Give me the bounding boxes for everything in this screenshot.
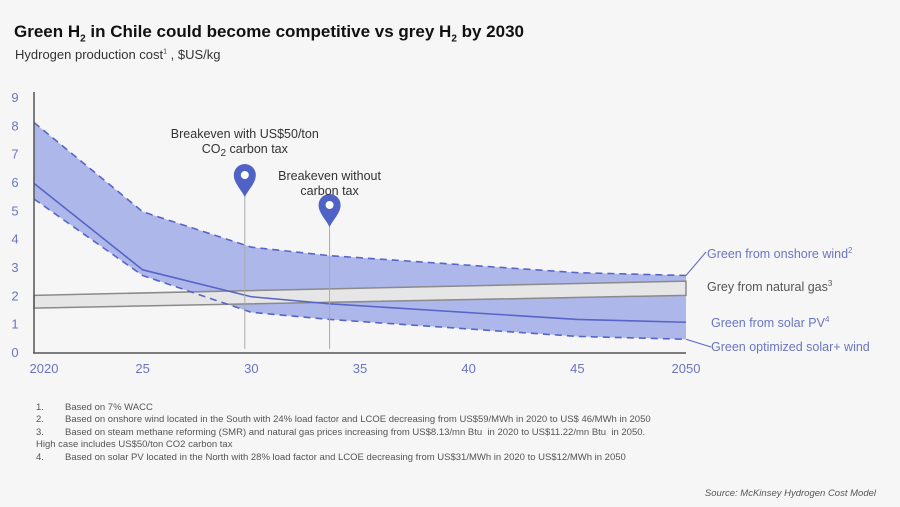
footnote-text: Based on 7% WACC xyxy=(65,402,153,413)
x-tick-label: 30 xyxy=(244,361,258,376)
footnote-number: 1. xyxy=(36,402,44,413)
title-part: by 2030 xyxy=(456,22,524,41)
y-tick-label: 6 xyxy=(11,175,18,190)
title-part: Green H xyxy=(14,22,81,41)
y-tick-label: 1 xyxy=(11,317,18,332)
x-tick-label: 25 xyxy=(135,361,149,376)
location-pin-icon xyxy=(233,164,256,197)
breakeven-label: carbon tax xyxy=(300,184,359,198)
location-pin-icon xyxy=(318,194,341,227)
legend-label: Grey from natural gas3 xyxy=(707,279,833,294)
footnote-text: Based on onshore wind located in the Sou… xyxy=(65,414,651,426)
footnote-3-continuation: High case includes US$50/ton CO2 carbon … xyxy=(36,439,233,451)
breakeven-label: Breakeven with US$50/ton xyxy=(171,127,319,141)
legend-label: Green from onshore wind2 xyxy=(707,246,853,261)
subtitle-unit: , $US/kg xyxy=(167,47,221,62)
series-line-onshore-wind xyxy=(33,121,687,277)
y-tick-label: 4 xyxy=(11,232,18,247)
subtitle-text: Hydrogen production cost xyxy=(15,47,164,62)
chart-subtitle: Hydrogen production cost1 , $US/kg xyxy=(15,47,221,62)
chart-title: Green H2 in Chile could become competiti… xyxy=(14,22,524,44)
legend-label: Green from solar PV4 xyxy=(711,315,830,330)
y-tick-label: 9 xyxy=(11,90,18,105)
series-line-optimized-solar-wind xyxy=(33,198,687,341)
footnote-1: 1. Based on 7% WACC xyxy=(36,402,651,414)
legend-connector xyxy=(685,338,712,348)
legend-label: Green optimized solar+ wind xyxy=(711,340,870,354)
subtitle-footnote-ref: 1 xyxy=(163,48,168,56)
x-tick-label: 2020 xyxy=(30,361,59,376)
footnote-text: Based on steam methane reforming (SMR) a… xyxy=(65,426,646,438)
footnote-number: 2. xyxy=(36,414,44,426)
footnote-number: 3. xyxy=(36,426,44,438)
footnote-number: 4. xyxy=(36,451,44,463)
x-tick-label: 45 xyxy=(570,361,584,376)
x-tick-label: 35 xyxy=(353,361,367,376)
y-tick-label: 8 xyxy=(11,118,18,133)
footnotes: 1. Based on 7% WACC 2. Based on onshore wi… xyxy=(36,402,651,464)
pin-hole xyxy=(325,201,334,209)
y-tick-label: 2 xyxy=(11,288,18,303)
y-tick-label: 5 xyxy=(11,203,18,218)
footnote-3: 3. Based on steam methane reforming (SMR)… xyxy=(36,427,651,439)
breakeven-label: Breakeven without xyxy=(278,169,381,183)
series-line-solar-pv xyxy=(33,182,687,324)
source-note: Source: McKinsey Hydrogen Cost Model xyxy=(704,488,876,499)
title-subscript: 2 xyxy=(451,33,457,45)
y-tick-label: 3 xyxy=(11,260,18,275)
x-tick-label: 40 xyxy=(461,361,475,376)
y-tick-label: 0 xyxy=(11,345,18,360)
footnote-2: 2. Based on onshore wind located in the S… xyxy=(36,414,651,426)
title-subscript: 2 xyxy=(80,33,86,45)
legend-connector xyxy=(685,251,707,276)
y-tick-label: 7 xyxy=(11,147,18,162)
breakeven-label: CO2 carbon tax xyxy=(202,142,289,159)
title-part: in Chile could become competitive vs gre… xyxy=(85,22,452,41)
footnote-text: Based on solar PV located in the North w… xyxy=(65,451,626,463)
footnote-4: 4. Based on solar PV located in the North… xyxy=(36,452,651,464)
pin-hole xyxy=(240,171,249,179)
x-tick-label: 2050 xyxy=(672,361,701,376)
